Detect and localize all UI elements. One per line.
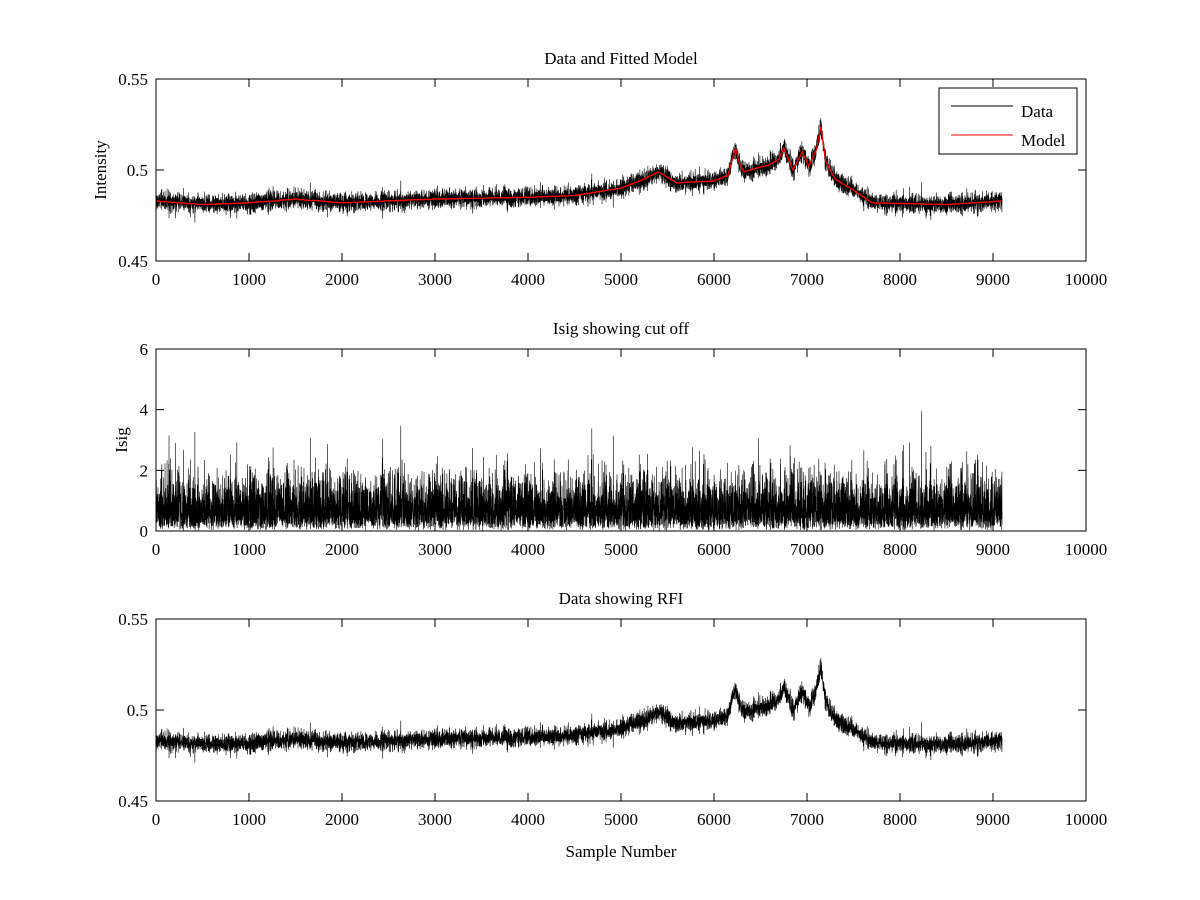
x-tick-label: 7000 [790, 540, 824, 559]
data-series-line [155, 118, 1003, 223]
chart-title: Data and Fitted Model [544, 49, 698, 68]
x-tick-label: 10000 [1065, 270, 1108, 289]
x-tick-label: 2000 [325, 540, 359, 559]
x-tick-label: 4000 [511, 270, 545, 289]
x-tick-label: 2000 [325, 810, 359, 829]
y-tick-label: 0.5 [127, 701, 148, 720]
y-axis-label: Intensity [91, 140, 110, 200]
x-tick-label: 9000 [976, 270, 1010, 289]
y-tick-label: 0 [140, 522, 149, 541]
y-tick-label: 0.45 [118, 792, 148, 811]
x-tick-label: 7000 [790, 810, 824, 829]
x-tick-label: 4000 [511, 540, 545, 559]
x-tick-label: 8000 [883, 270, 917, 289]
x-tick-label: 0 [152, 540, 161, 559]
x-tick-label: 5000 [604, 540, 638, 559]
x-tick-label: 5000 [604, 270, 638, 289]
x-tick-label: 9000 [976, 810, 1010, 829]
x-tick-label: 0 [152, 810, 161, 829]
legend: Data Model [938, 87, 1078, 155]
x-tick-label: 10000 [1065, 540, 1108, 559]
y-tick-label: 0.55 [118, 70, 148, 89]
x-tick-label: 2000 [325, 270, 359, 289]
model-series-line [155, 126, 1002, 206]
subplot-2: 0 1000 2000 3000 4000 5000 6000 7000 8000 9000 100… [112, 319, 1107, 559]
x-axis-label: Sample Number [566, 842, 677, 861]
y-tick-label: 0.55 [118, 610, 148, 629]
y-tick-label: 0.5 [127, 161, 148, 180]
x-tick-label: 3000 [418, 810, 452, 829]
x-tick-label: 10000 [1065, 810, 1108, 829]
x-tick-label: 5000 [604, 810, 638, 829]
x-tick-label: 9000 [976, 540, 1010, 559]
y-axis-label: Isig [112, 427, 131, 453]
axes-box [155, 618, 1087, 802]
y-tick-label: 4 [140, 401, 149, 420]
x-tick-label: 3000 [418, 540, 452, 559]
x-tick-label: 6000 [697, 540, 731, 559]
legend-box [938, 87, 1078, 155]
y-tick-label: 2 [140, 461, 149, 480]
x-tick-label: 4000 [511, 810, 545, 829]
x-tick-label: 6000 [697, 270, 731, 289]
x-tick-label: 8000 [883, 810, 917, 829]
x-tick-label: 1000 [232, 540, 266, 559]
legend-model-label: Model [1021, 131, 1066, 150]
chart-title: Data showing RFI [559, 589, 684, 608]
x-tick-label: 8000 [883, 540, 917, 559]
isig-series-line [155, 411, 1003, 531]
x-tick-label: 6000 [697, 810, 731, 829]
x-tick-label: 7000 [790, 270, 824, 289]
x-tick-label: 1000 [232, 810, 266, 829]
y-tick-label: 0.45 [118, 252, 148, 271]
x-tick-label: 3000 [418, 270, 452, 289]
legend-data-label: Data [1021, 102, 1054, 121]
x-tick-label: 1000 [232, 270, 266, 289]
chart-title: Isig showing cut off [553, 319, 689, 338]
x-tick-label: 0 [152, 270, 161, 289]
subplot-3: 0 1000 2000 3000 4000 5000 6000 7000 8000 9000 100… [118, 589, 1107, 861]
subplot-1: 0 1000 2000 3000 4000 5000 6000 7000 8000 9000 100… [91, 49, 1107, 289]
y-tick-label: 6 [140, 340, 149, 359]
data-series-line [155, 658, 1003, 763]
